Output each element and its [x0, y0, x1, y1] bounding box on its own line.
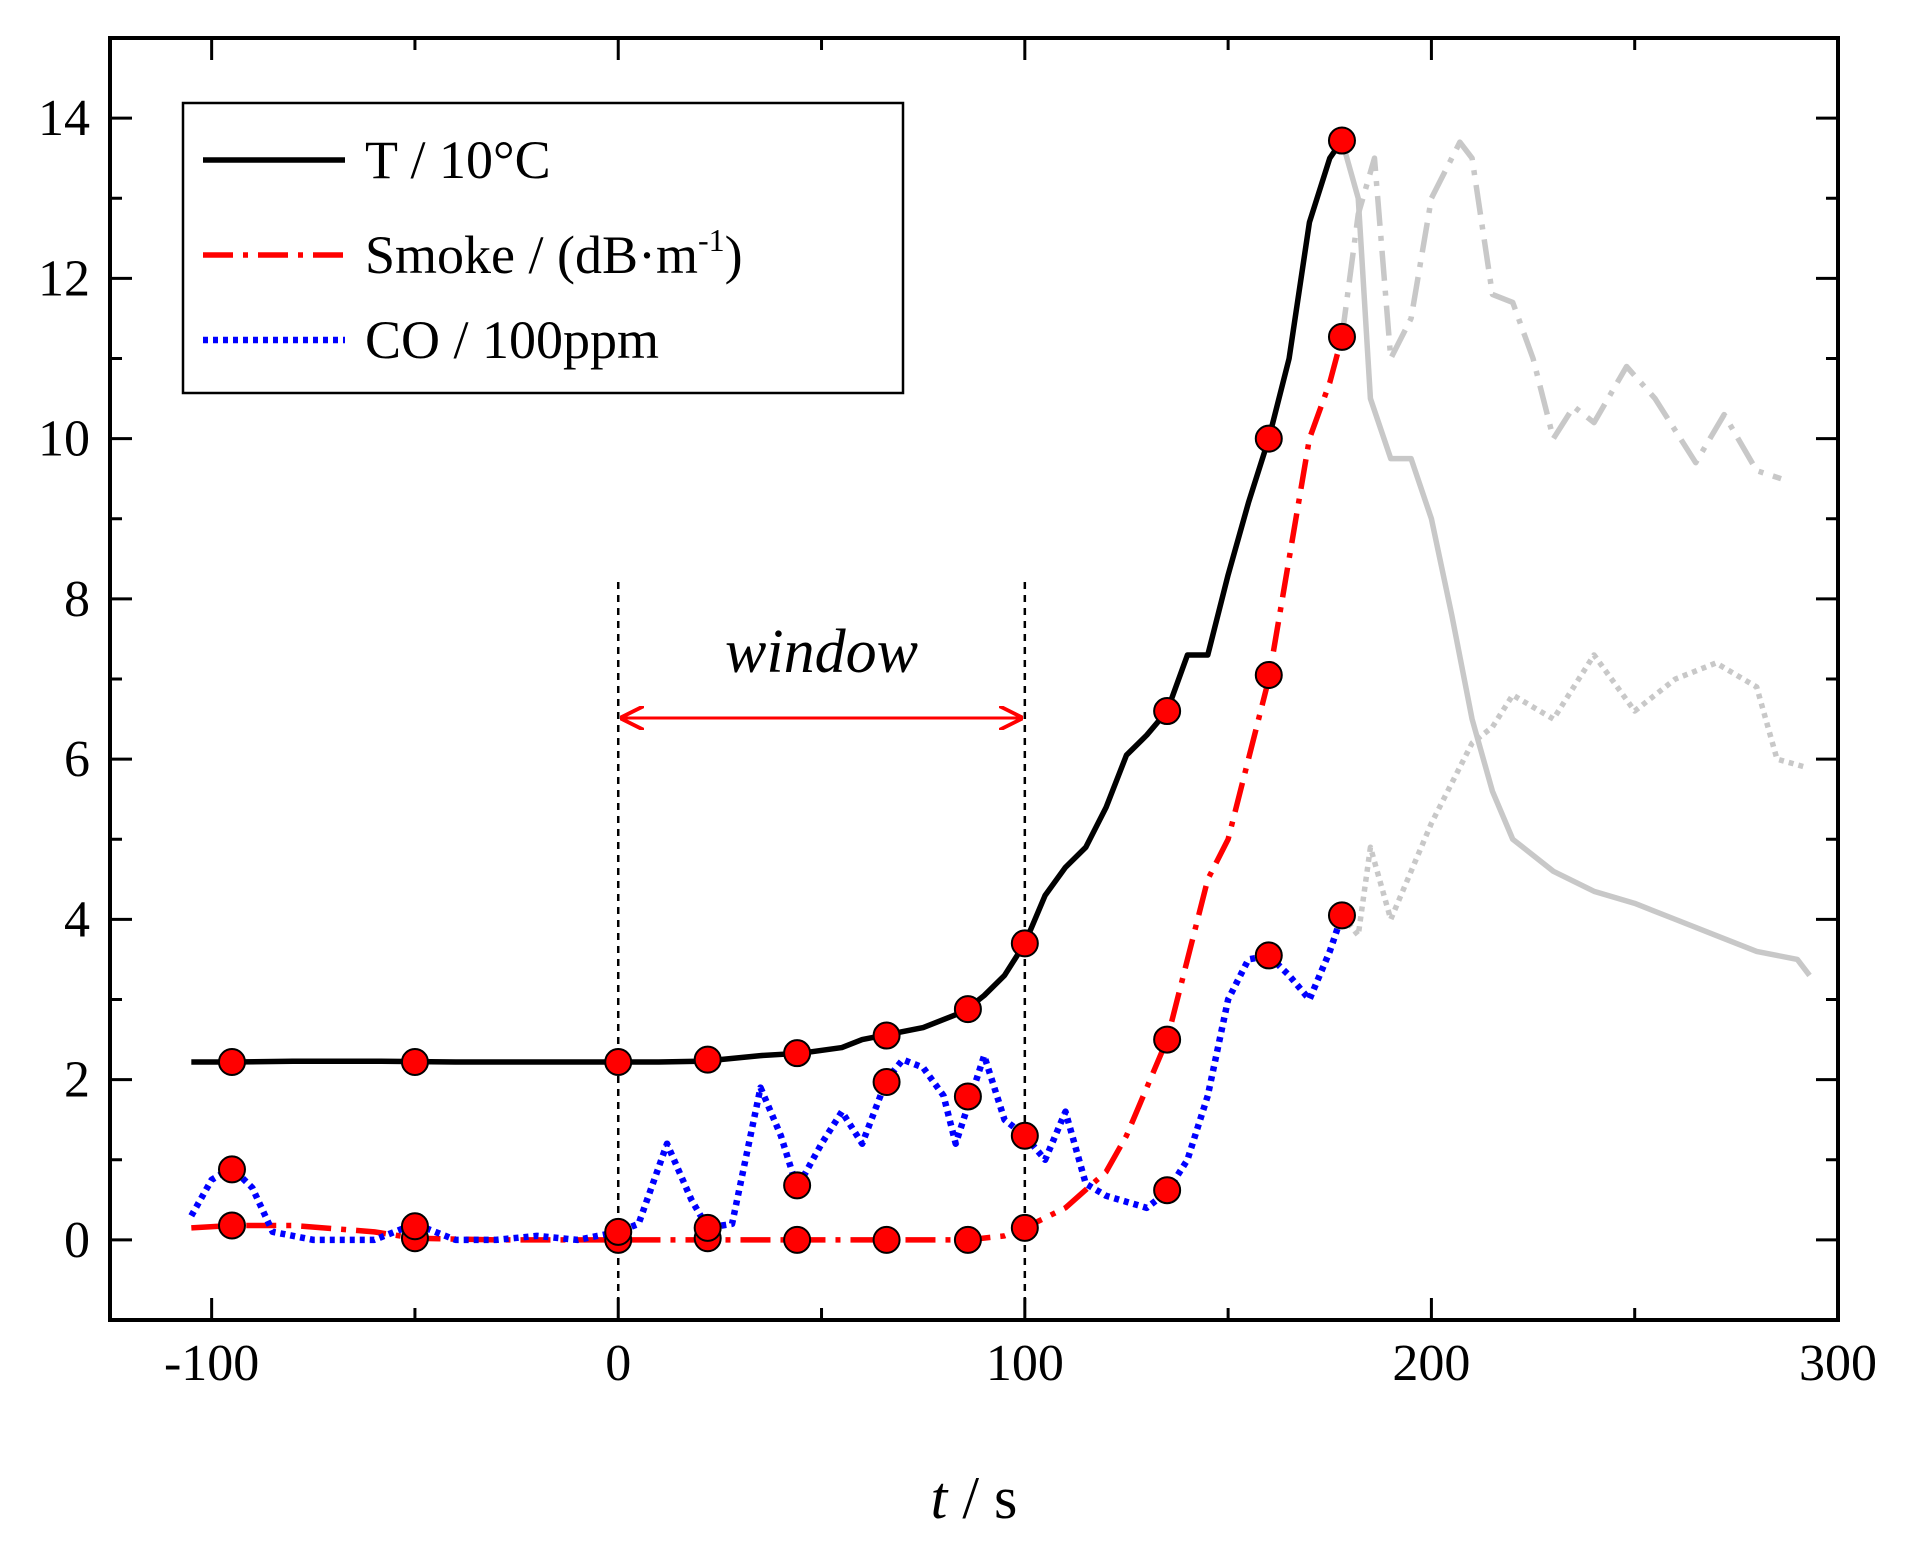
faded-series-line-1	[1339, 139, 1782, 482]
window-label: window	[725, 618, 918, 686]
data-point-co-8	[1153, 1176, 1182, 1205]
x-axis-label: t / s	[931, 1465, 1018, 1531]
data-point-smoke-7	[1010, 1213, 1039, 1242]
data-point-co-1	[400, 1212, 429, 1241]
y-tick-label: 12	[38, 250, 90, 307]
x-tick-label: 200	[1392, 1335, 1470, 1392]
data-point-smoke-0	[217, 1211, 246, 1240]
legend-label-smoke-sup: -1	[698, 222, 725, 258]
data-point-temperature-1	[400, 1047, 429, 1076]
tick-labels: -100 0 100 200 300 0 2 4 6 8 10 12 14	[38, 90, 1877, 1392]
faded-series-layer	[1339, 139, 1812, 978]
data-point-temperature-0	[217, 1047, 246, 1076]
legend-label-smoke: Smoke / (dB·m-1)	[365, 222, 743, 285]
data-point-co-0	[217, 1155, 246, 1184]
y-tick-label: 8	[64, 571, 90, 628]
legend-label-smoke-main: Smoke / (dB·m	[365, 225, 698, 285]
data-point-smoke-4	[783, 1225, 812, 1254]
data-point-smoke-10	[1327, 322, 1356, 351]
x-tick-label: 300	[1799, 1335, 1877, 1392]
data-point-smoke-8	[1153, 1025, 1182, 1054]
series-line-co	[188, 914, 1346, 1244]
y-tick-label: 4	[64, 891, 90, 948]
data-point-temperature-5	[872, 1021, 901, 1050]
axis-ticks	[110, 36, 1840, 1322]
data-point-co-6	[953, 1082, 982, 1111]
faded-series-line-0	[1339, 139, 1812, 978]
data-point-co-9	[1254, 941, 1283, 970]
data-point-temperature-10	[1327, 126, 1356, 155]
y-tick-label: 0	[64, 1212, 90, 1269]
data-point-temperature-2	[604, 1047, 633, 1076]
data-point-temperature-4	[783, 1039, 812, 1068]
window-annotation: window	[616, 582, 1027, 1320]
data-point-co-7	[1010, 1121, 1039, 1150]
data-point-co-10	[1327, 901, 1356, 930]
x-tick-label: 100	[986, 1335, 1064, 1392]
x-tick-label: 0	[605, 1335, 631, 1392]
data-point-temperature-9	[1254, 424, 1283, 453]
y-tick-label: 14	[38, 90, 90, 147]
legend-label-co: CO / 100ppm	[365, 310, 659, 370]
x-axis-variable: t	[931, 1465, 949, 1531]
legend-box	[181, 101, 905, 395]
series-line-smoke	[191, 336, 1345, 1243]
y-tick-label: 2	[64, 1052, 90, 1109]
data-point-co-4	[783, 1171, 812, 1200]
x-axis-unit: / s	[947, 1465, 1017, 1531]
y-tick-label: 10	[38, 411, 90, 468]
legend: T / 10°C Smoke / (dB·m-1) CO / 100ppm	[181, 101, 905, 395]
faded-series-line-2	[1339, 652, 1807, 939]
legend-label-smoke-suffix: )	[725, 225, 743, 285]
data-point-smoke-9	[1254, 660, 1283, 689]
data-point-co-3	[693, 1213, 722, 1242]
data-point-co-5	[872, 1068, 901, 1097]
data-point-smoke-5	[872, 1225, 901, 1254]
legend-label-temperature: T / 10°C	[365, 130, 551, 190]
data-point-temperature-3	[693, 1045, 722, 1074]
data-point-smoke-6	[953, 1225, 982, 1254]
y-tick-label: 6	[64, 731, 90, 788]
data-point-temperature-6	[953, 995, 982, 1024]
data-point-temperature-7	[1010, 929, 1039, 958]
x-tick-label: -100	[164, 1335, 259, 1392]
data-point-co-2	[604, 1217, 633, 1246]
data-point-temperature-8	[1153, 697, 1182, 726]
marker-layer	[217, 126, 1356, 1254]
